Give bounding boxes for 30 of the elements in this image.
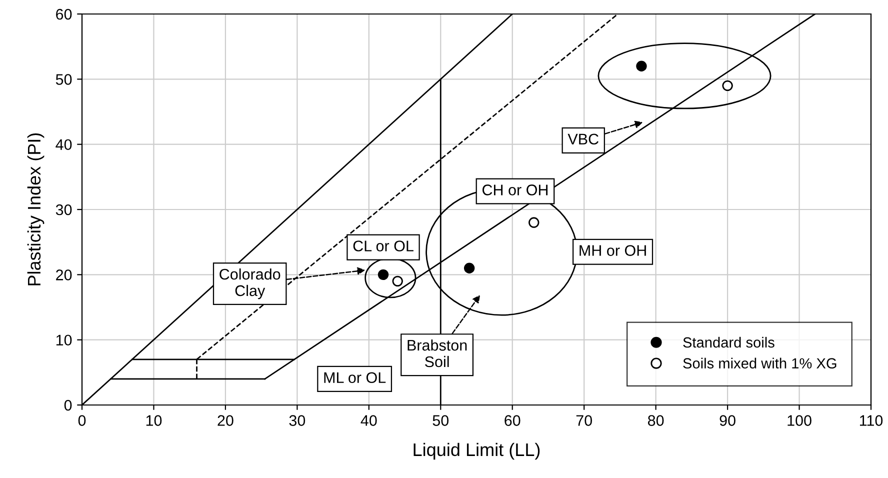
y-tick-label: 30 (56, 204, 72, 216)
x-tick-label: 50 (432, 415, 449, 426)
annotation: ML or OL (324, 372, 386, 384)
annotation: CH or OH (482, 184, 548, 196)
annotation: MH or OH (580, 245, 646, 256)
y-tick-label: 50 (56, 74, 72, 85)
x-tick-label: 40 (360, 415, 377, 426)
annotation: Brabston Soil (408, 339, 467, 368)
y-tick-label: 10 (56, 334, 72, 346)
x-axis-title: Liquid Limit (LL) (414, 442, 540, 460)
annotation: VBC (568, 134, 598, 145)
x-tick-label: 70 (576, 415, 592, 426)
annotation: CL or OL (353, 240, 414, 252)
x-tick-label: 10 (146, 415, 162, 426)
legend-label: Standard soils (683, 336, 774, 348)
x-tick-label: 30 (289, 415, 306, 426)
x-tick-label: 0 (78, 415, 86, 426)
y-tick-label: 0 (64, 400, 72, 411)
x-tick-label: 60 (504, 415, 520, 426)
y-tick-label: 20 (56, 270, 72, 280)
legend-label: Soils mixed with 1% XG (683, 358, 836, 369)
y-tick-label: 60 (56, 8, 72, 20)
y-tick-label: 40 (56, 139, 72, 150)
x-tick-label: 80 (648, 415, 664, 426)
y-axis-title: Plasticity Index (PI) (27, 133, 44, 286)
annotation: Colorado Clay (220, 268, 280, 300)
x-tick-label: 90 (720, 415, 736, 426)
x-tick-label: 20 (218, 415, 234, 426)
x-tick-label: 100 (788, 415, 812, 426)
x-tick-label: 110 (860, 415, 883, 426)
